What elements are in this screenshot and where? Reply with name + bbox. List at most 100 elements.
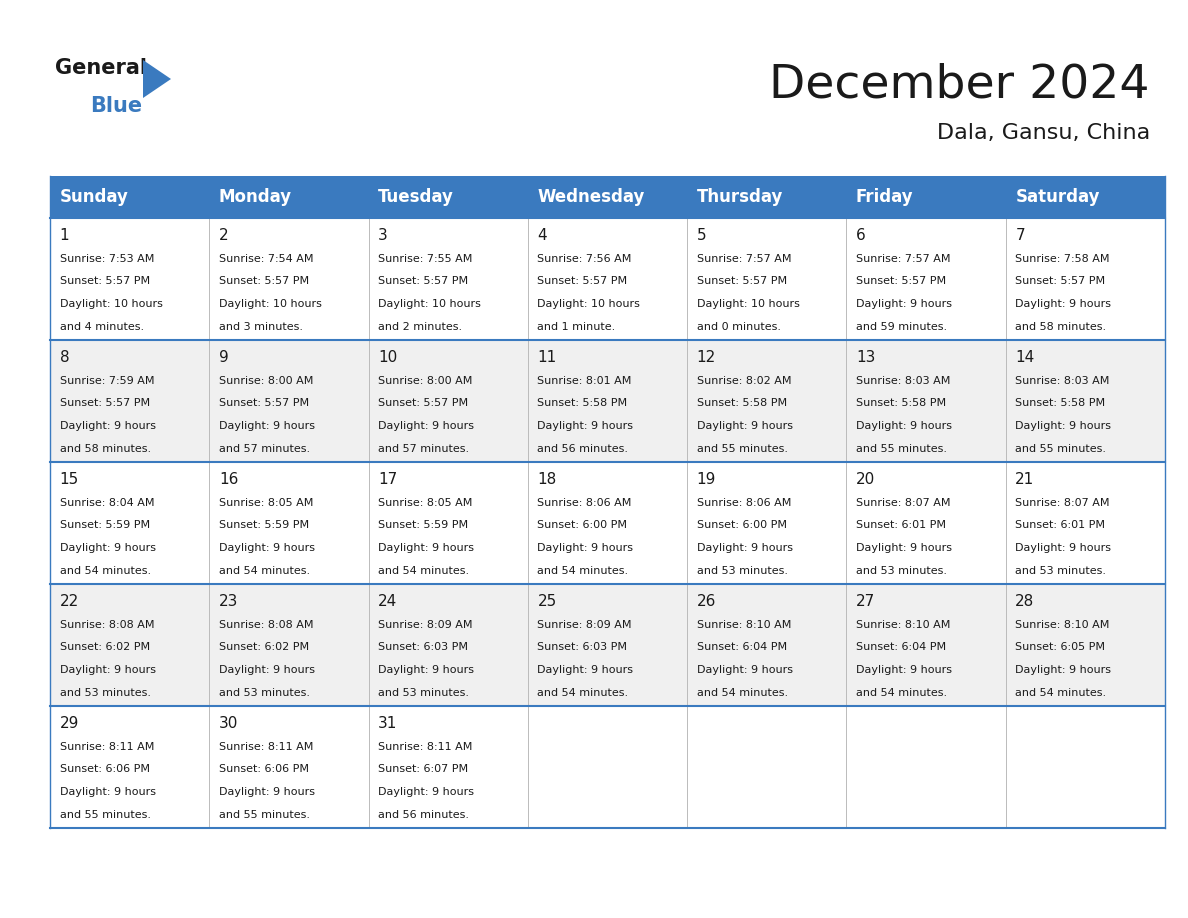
Text: Sunset: 5:57 PM: Sunset: 5:57 PM xyxy=(219,398,309,409)
Text: Sunrise: 8:05 AM: Sunrise: 8:05 AM xyxy=(219,498,314,508)
Text: Sunset: 6:00 PM: Sunset: 6:00 PM xyxy=(696,521,786,531)
Text: 9: 9 xyxy=(219,350,228,365)
Text: Sunrise: 8:07 AM: Sunrise: 8:07 AM xyxy=(857,498,950,508)
Text: Sunset: 5:59 PM: Sunset: 5:59 PM xyxy=(59,521,150,531)
Text: Sunrise: 8:10 AM: Sunrise: 8:10 AM xyxy=(1016,620,1110,630)
Text: 18: 18 xyxy=(537,472,557,487)
Text: Sunday: Sunday xyxy=(59,188,128,206)
Text: 25: 25 xyxy=(537,594,557,609)
Text: Sunrise: 8:01 AM: Sunrise: 8:01 AM xyxy=(537,376,632,386)
Text: 24: 24 xyxy=(378,594,397,609)
Text: and 54 minutes.: and 54 minutes. xyxy=(857,688,947,698)
Text: Sunset: 6:03 PM: Sunset: 6:03 PM xyxy=(378,643,468,653)
Text: 5: 5 xyxy=(696,228,707,243)
Text: 21: 21 xyxy=(1016,472,1035,487)
Text: Sunset: 5:58 PM: Sunset: 5:58 PM xyxy=(857,398,946,409)
Text: Sunset: 6:06 PM: Sunset: 6:06 PM xyxy=(219,765,309,775)
Bar xyxy=(527,176,687,218)
Text: and 54 minutes.: and 54 minutes. xyxy=(378,565,469,576)
Text: 23: 23 xyxy=(219,594,239,609)
Text: 22: 22 xyxy=(59,594,78,609)
Bar xyxy=(50,462,1165,584)
Text: and 54 minutes.: and 54 minutes. xyxy=(537,565,628,576)
Text: 10: 10 xyxy=(378,350,397,365)
Text: Daylight: 9 hours: Daylight: 9 hours xyxy=(537,421,633,431)
Text: Daylight: 9 hours: Daylight: 9 hours xyxy=(219,787,315,797)
Text: Sunrise: 8:06 AM: Sunrise: 8:06 AM xyxy=(696,498,791,508)
Text: 30: 30 xyxy=(219,716,239,731)
Text: and 55 minutes.: and 55 minutes. xyxy=(857,443,947,453)
Text: Daylight: 9 hours: Daylight: 9 hours xyxy=(537,665,633,675)
Text: Sunrise: 8:09 AM: Sunrise: 8:09 AM xyxy=(537,620,632,630)
Text: Daylight: 9 hours: Daylight: 9 hours xyxy=(59,421,156,431)
Text: Sunrise: 8:11 AM: Sunrise: 8:11 AM xyxy=(219,742,314,752)
Text: Sunrise: 8:08 AM: Sunrise: 8:08 AM xyxy=(219,620,314,630)
Text: Sunrise: 7:57 AM: Sunrise: 7:57 AM xyxy=(857,254,950,264)
Bar xyxy=(846,176,1006,218)
Text: 11: 11 xyxy=(537,350,557,365)
Text: and 1 minute.: and 1 minute. xyxy=(537,321,615,331)
Text: Daylight: 10 hours: Daylight: 10 hours xyxy=(378,299,481,309)
Text: Sunrise: 8:02 AM: Sunrise: 8:02 AM xyxy=(696,376,791,386)
Text: Sunset: 5:58 PM: Sunset: 5:58 PM xyxy=(537,398,627,409)
Text: Sunset: 6:04 PM: Sunset: 6:04 PM xyxy=(696,643,786,653)
Text: Sunset: 5:57 PM: Sunset: 5:57 PM xyxy=(59,276,150,286)
Text: Daylight: 9 hours: Daylight: 9 hours xyxy=(857,543,952,553)
Text: 16: 16 xyxy=(219,472,239,487)
Text: Saturday: Saturday xyxy=(1016,188,1100,206)
Text: 31: 31 xyxy=(378,716,398,731)
Text: Sunrise: 7:54 AM: Sunrise: 7:54 AM xyxy=(219,254,314,264)
Text: Sunset: 6:04 PM: Sunset: 6:04 PM xyxy=(857,643,946,653)
Text: and 53 minutes.: and 53 minutes. xyxy=(696,565,788,576)
Text: Sunset: 5:59 PM: Sunset: 5:59 PM xyxy=(219,521,309,531)
Text: Sunset: 5:57 PM: Sunset: 5:57 PM xyxy=(1016,276,1105,286)
Text: Sunrise: 8:10 AM: Sunrise: 8:10 AM xyxy=(696,620,791,630)
Text: Daylight: 9 hours: Daylight: 9 hours xyxy=(1016,665,1111,675)
Bar xyxy=(368,176,527,218)
Polygon shape xyxy=(143,60,171,98)
Text: 29: 29 xyxy=(59,716,78,731)
Text: and 55 minutes.: and 55 minutes. xyxy=(219,810,310,820)
Text: Sunrise: 7:58 AM: Sunrise: 7:58 AM xyxy=(1016,254,1110,264)
Text: Daylight: 9 hours: Daylight: 9 hours xyxy=(696,543,792,553)
Text: Sunrise: 8:08 AM: Sunrise: 8:08 AM xyxy=(59,620,154,630)
Text: Sunset: 5:57 PM: Sunset: 5:57 PM xyxy=(537,276,627,286)
Text: and 55 minutes.: and 55 minutes. xyxy=(1016,443,1106,453)
Bar xyxy=(50,176,209,218)
Text: 14: 14 xyxy=(1016,350,1035,365)
Text: and 55 minutes.: and 55 minutes. xyxy=(696,443,788,453)
Text: Sunset: 6:01 PM: Sunset: 6:01 PM xyxy=(857,521,946,531)
Text: and 54 minutes.: and 54 minutes. xyxy=(1016,688,1106,698)
Text: and 53 minutes.: and 53 minutes. xyxy=(219,688,310,698)
Text: and 53 minutes.: and 53 minutes. xyxy=(1016,565,1106,576)
Text: Daylight: 10 hours: Daylight: 10 hours xyxy=(696,299,800,309)
Text: Sunrise: 8:00 AM: Sunrise: 8:00 AM xyxy=(378,376,473,386)
Text: and 4 minutes.: and 4 minutes. xyxy=(59,321,144,331)
Text: and 54 minutes.: and 54 minutes. xyxy=(696,688,788,698)
Text: and 54 minutes.: and 54 minutes. xyxy=(59,565,151,576)
Text: and 56 minutes.: and 56 minutes. xyxy=(537,443,628,453)
Text: Sunset: 5:59 PM: Sunset: 5:59 PM xyxy=(378,521,468,531)
Text: Sunset: 5:57 PM: Sunset: 5:57 PM xyxy=(219,276,309,286)
Text: 27: 27 xyxy=(857,594,876,609)
Text: Daylight: 10 hours: Daylight: 10 hours xyxy=(537,299,640,309)
Text: Daylight: 9 hours: Daylight: 9 hours xyxy=(219,421,315,431)
Text: Daylight: 9 hours: Daylight: 9 hours xyxy=(59,787,156,797)
Text: and 59 minutes.: and 59 minutes. xyxy=(857,321,947,331)
Text: and 57 minutes.: and 57 minutes. xyxy=(219,443,310,453)
Bar xyxy=(687,176,846,218)
Text: Sunrise: 7:53 AM: Sunrise: 7:53 AM xyxy=(59,254,154,264)
Text: and 0 minutes.: and 0 minutes. xyxy=(696,321,781,331)
Text: Blue: Blue xyxy=(90,96,143,116)
Text: Sunset: 5:57 PM: Sunset: 5:57 PM xyxy=(857,276,946,286)
Text: 15: 15 xyxy=(59,472,78,487)
Text: Sunset: 6:05 PM: Sunset: 6:05 PM xyxy=(1016,643,1105,653)
Text: Daylight: 9 hours: Daylight: 9 hours xyxy=(857,299,952,309)
Text: Daylight: 9 hours: Daylight: 9 hours xyxy=(219,665,315,675)
Text: Sunset: 6:03 PM: Sunset: 6:03 PM xyxy=(537,643,627,653)
Bar xyxy=(1006,176,1165,218)
Text: and 58 minutes.: and 58 minutes. xyxy=(59,443,151,453)
Text: Sunset: 5:57 PM: Sunset: 5:57 PM xyxy=(378,276,468,286)
Text: Daylight: 9 hours: Daylight: 9 hours xyxy=(857,665,952,675)
Text: Sunrise: 8:03 AM: Sunrise: 8:03 AM xyxy=(857,376,950,386)
